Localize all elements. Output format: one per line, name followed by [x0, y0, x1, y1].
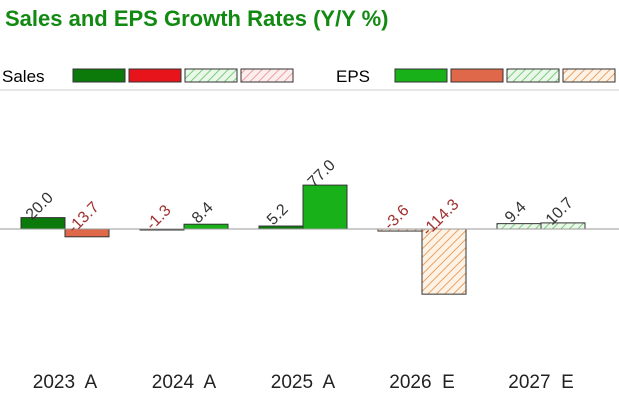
category-label-2: 2025 A [271, 372, 336, 393]
legend-swatch-eps-positive [394, 68, 448, 83]
legend-swatch-sales-negative [128, 68, 182, 83]
category-label-3: 2026 E [389, 372, 455, 393]
value-label-eps-1: 8.4 [189, 199, 217, 227]
legend-swatch-sales-positive [72, 68, 126, 83]
legend-swatch-eps-estimate-negative [562, 68, 616, 83]
category-label-0: 2023 A [33, 372, 98, 393]
bar-sales-0 [20, 217, 66, 230]
legend-swatch-eps-negative [450, 68, 504, 83]
category-labels: 2023 A 2024 A 2025 A 2026 E 2027 E [33, 372, 574, 393]
value-label-sales-2: 5.2 [264, 201, 292, 229]
bar-sales-4 [496, 223, 542, 230]
bar-eps-1 [183, 223, 229, 230]
chart-title: Sales and EPS Growth Rates (Y/Y %) [5, 6, 389, 31]
bar-eps-3 [421, 228, 467, 295]
legend: Sales EPS [2, 67, 616, 86]
value-label-sales-4: 9.4 [502, 199, 530, 227]
legend-swatch-sales-estimate-positive [184, 68, 238, 83]
bar-eps-4 [540, 222, 586, 230]
bar-eps-2 [302, 184, 348, 230]
legend-swatch-sales-estimate-negative [240, 68, 294, 83]
legend-label-eps: EPS [336, 67, 370, 86]
legend-label-sales: Sales [2, 67, 45, 86]
category-label-1: 2024 A [152, 372, 217, 393]
legend-swatch-eps-estimate-positive [506, 68, 560, 83]
category-label-4: 2027 E [508, 372, 574, 393]
bars [20, 184, 586, 295]
